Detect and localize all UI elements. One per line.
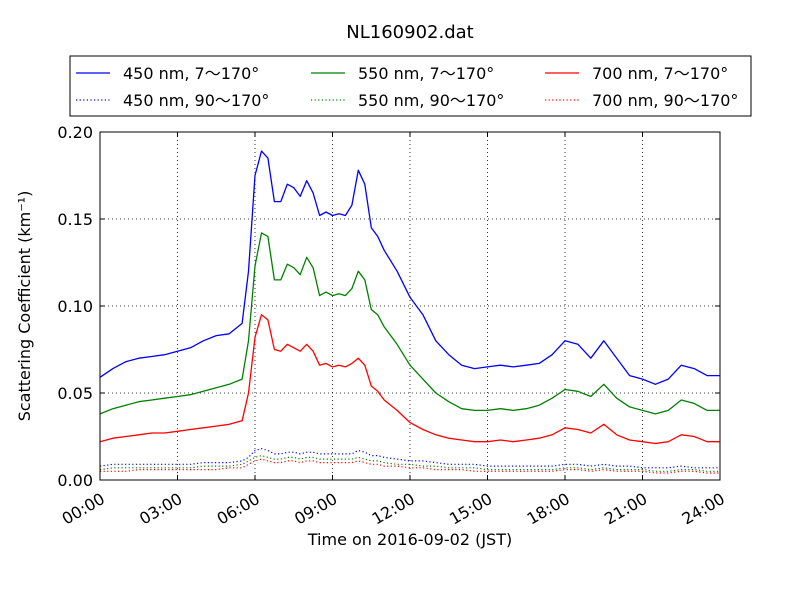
y-tick-label: 0.15 [57,210,93,229]
legend-box [69,55,752,117]
grid-lines [100,132,720,480]
series-lines [99,150,720,474]
series-line [99,232,720,415]
legend-label: 450 nm, 7～170° [123,64,259,83]
x-axis-label: Time on 2016-09-02 (JST) [307,530,512,549]
y-tick-label: 0.00 [57,471,93,490]
chart-title: NL160902.dat [346,22,473,43]
legend-label: 700 nm, 90～170° [592,91,738,110]
y-tick-label: 0.20 [57,123,93,142]
legend: 450 nm, 7～170° 550 nm, 7～170° 700 nm, 7～17… [69,55,752,117]
legend-entries: 450 nm, 7～170° 550 nm, 7～170° 700 nm, 7～17… [76,64,738,110]
legend-label: 550 nm, 90～170° [358,91,504,110]
y-tick-label: 0.05 [57,384,93,403]
legend-label: 550 nm, 7～170° [358,64,494,83]
series-line [99,314,720,445]
series-line [99,150,720,385]
y-tick-label: 0.10 [57,297,93,316]
legend-label: 700 nm, 7～170° [592,64,728,83]
legend-label: 450 nm, 90～170° [123,91,269,110]
y-axis-label: Scattering Coefficient (km⁻¹) [15,191,34,422]
y-axis: 0.00 0.05 0.10 0.15 0.20 [57,123,720,490]
